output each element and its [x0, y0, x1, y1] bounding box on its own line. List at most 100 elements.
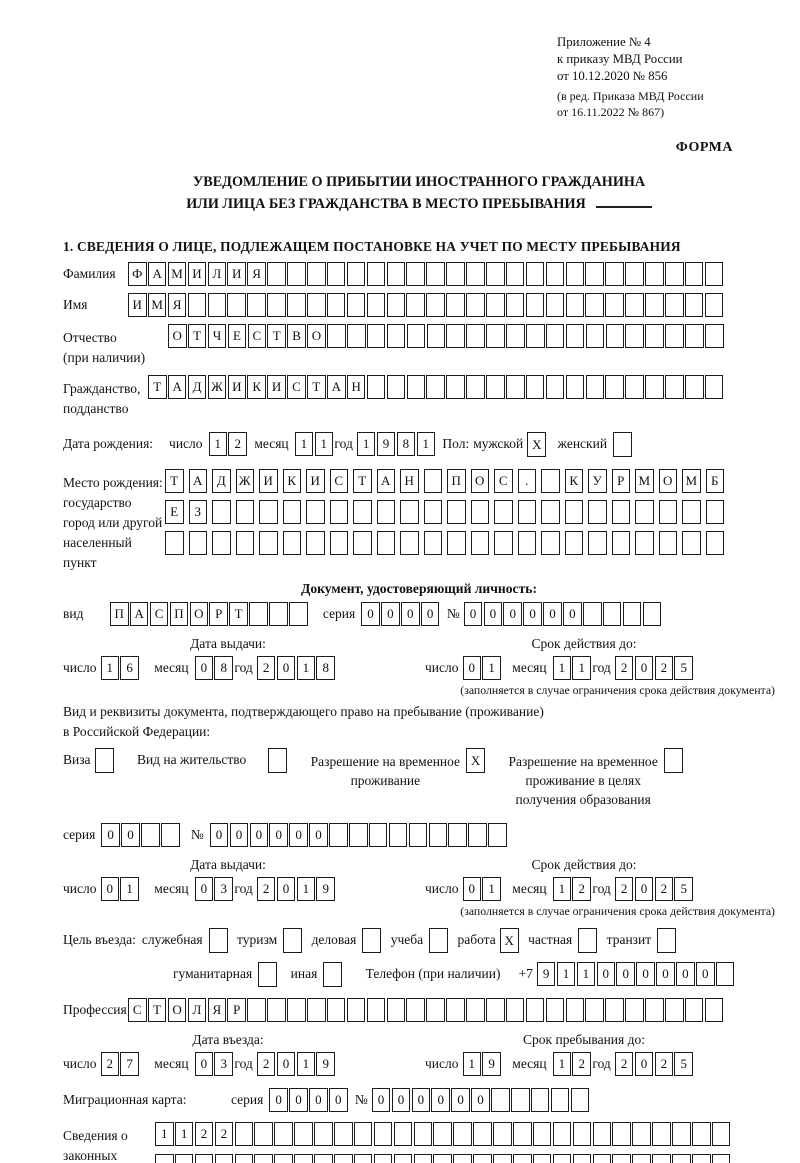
char-cell[interactable]	[466, 293, 485, 317]
char-cell[interactable]	[704, 293, 724, 317]
char-cell[interactable]	[329, 500, 348, 524]
char-cell[interactable]	[334, 1122, 353, 1146]
char-cell[interactable]	[282, 531, 301, 555]
char-cell[interactable]: 0	[634, 656, 654, 680]
char-cell[interactable]	[541, 531, 560, 555]
char-cell[interactable]	[386, 375, 406, 399]
char-cell[interactable]	[602, 602, 622, 626]
char-cell[interactable]	[466, 324, 485, 348]
char-cell[interactable]	[684, 293, 704, 317]
char-cell[interactable]	[665, 998, 684, 1022]
char-cell[interactable]	[470, 500, 489, 524]
char-cell[interactable]: С	[247, 324, 267, 348]
char-cell[interactable]: 0	[194, 656, 214, 680]
char-cell[interactable]	[612, 1154, 631, 1163]
purpose-study-checkbox[interactable]	[429, 928, 449, 953]
char-cell[interactable]: 0	[100, 877, 119, 901]
char-cell[interactable]: 0	[616, 962, 635, 986]
char-cell[interactable]	[488, 823, 507, 847]
char-cell[interactable]: 0	[229, 823, 249, 847]
char-cell[interactable]: 2	[654, 877, 674, 901]
char-cell[interactable]	[165, 531, 184, 555]
char-cell[interactable]	[334, 1154, 353, 1163]
char-cell[interactable]	[635, 500, 654, 524]
char-cell[interactable]	[665, 262, 684, 286]
char-cell[interactable]	[545, 998, 565, 1022]
char-cell[interactable]	[486, 293, 505, 317]
char-cell[interactable]: А	[327, 375, 346, 399]
char-cell[interactable]	[428, 823, 448, 847]
char-cell[interactable]	[353, 1122, 373, 1146]
char-cell[interactable]: 0	[289, 1088, 308, 1112]
char-cell[interactable]: П	[110, 602, 129, 626]
char-cell[interactable]	[564, 531, 583, 555]
char-cell[interactable]	[388, 823, 408, 847]
char-cell[interactable]	[541, 469, 560, 493]
char-cell[interactable]: О	[470, 469, 489, 493]
char-cell[interactable]	[592, 1122, 612, 1146]
char-cell[interactable]: 0	[636, 962, 655, 986]
char-cell[interactable]	[605, 324, 625, 348]
char-cell[interactable]: 2	[194, 1122, 214, 1146]
char-cell[interactable]: 2	[572, 877, 591, 901]
char-cell[interactable]	[269, 602, 288, 626]
char-cell[interactable]	[704, 375, 724, 399]
char-cell[interactable]	[570, 1088, 590, 1112]
char-cell[interactable]	[588, 500, 607, 524]
char-cell[interactable]	[353, 500, 372, 524]
char-cell[interactable]	[373, 1154, 393, 1163]
char-cell[interactable]: 9	[482, 1052, 501, 1076]
char-cell[interactable]: 1	[552, 877, 572, 901]
char-cell[interactable]	[611, 531, 630, 555]
char-cell[interactable]	[368, 823, 388, 847]
char-cell[interactable]	[526, 324, 545, 348]
char-cell[interactable]	[711, 1122, 731, 1146]
char-cell[interactable]	[307, 293, 326, 317]
char-cell[interactable]	[446, 375, 465, 399]
char-cell[interactable]: И	[267, 375, 286, 399]
char-cell[interactable]	[247, 998, 266, 1022]
char-cell[interactable]	[188, 531, 207, 555]
char-cell[interactable]: 2	[256, 656, 276, 680]
char-cell[interactable]: 1	[120, 877, 139, 901]
char-cell[interactable]	[605, 262, 624, 286]
char-cell[interactable]	[466, 375, 485, 399]
char-cell[interactable]: 0	[381, 602, 400, 626]
char-cell[interactable]: Ф	[128, 262, 147, 286]
char-cell[interactable]: М	[635, 469, 654, 493]
char-cell[interactable]: 1	[208, 432, 228, 456]
char-cell[interactable]	[625, 375, 644, 399]
char-cell[interactable]: Р	[209, 602, 228, 626]
char-cell[interactable]	[625, 293, 644, 317]
char-cell[interactable]	[592, 1154, 612, 1163]
char-cell[interactable]	[622, 602, 642, 626]
char-cell[interactable]: Б	[705, 469, 724, 493]
char-cell[interactable]	[645, 998, 664, 1022]
char-cell[interactable]: Ж	[207, 375, 227, 399]
char-cell[interactable]: 5	[674, 1052, 693, 1076]
char-cell[interactable]	[652, 1122, 671, 1146]
char-cell[interactable]	[494, 531, 513, 555]
char-cell[interactable]: 1	[296, 877, 316, 901]
char-cell[interactable]: К	[247, 375, 266, 399]
char-cell[interactable]	[247, 293, 266, 317]
char-cell[interactable]	[486, 375, 505, 399]
char-cell[interactable]	[605, 375, 624, 399]
char-cell[interactable]	[406, 375, 426, 399]
char-cell[interactable]: 0	[194, 877, 214, 901]
char-cell[interactable]: З	[188, 500, 207, 524]
char-cell[interactable]	[426, 998, 445, 1022]
char-cell[interactable]	[426, 262, 445, 286]
char-cell[interactable]: 1	[462, 1052, 481, 1076]
char-cell[interactable]	[588, 531, 607, 555]
char-cell[interactable]	[545, 324, 565, 348]
purpose-business-checkbox[interactable]	[362, 928, 382, 953]
char-cell[interactable]	[550, 1088, 570, 1112]
char-cell[interactable]	[376, 500, 395, 524]
purpose-humanitarian-checkbox[interactable]	[258, 962, 278, 987]
char-cell[interactable]: Т	[267, 324, 286, 348]
char-cell[interactable]	[572, 1154, 592, 1163]
char-cell[interactable]	[446, 293, 465, 317]
char-cell[interactable]	[346, 262, 366, 286]
char-cell[interactable]	[665, 324, 684, 348]
